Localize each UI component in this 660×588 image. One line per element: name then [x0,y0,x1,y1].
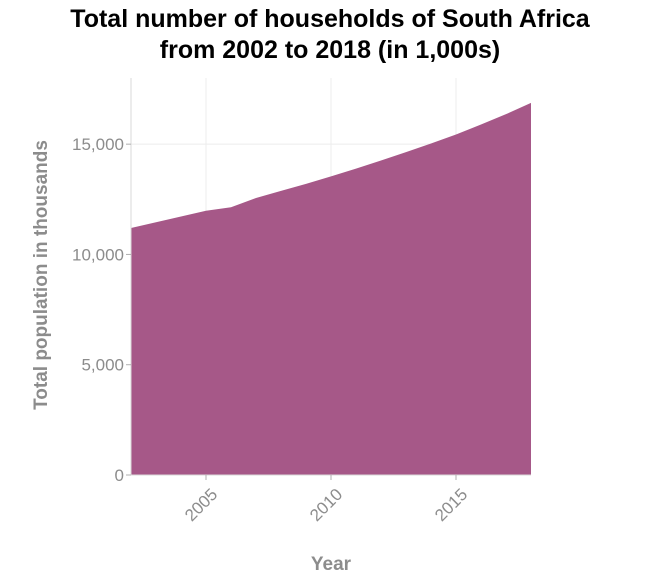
y-tick-label-1: 5,000 [81,356,124,375]
y-tick-label-2: 10,000 [72,245,124,264]
chart-title-line-2: from 2002 to 2018 (in 1,000s) [159,36,501,64]
area-series-0 [131,102,531,475]
chart-title-line-1: Total number of households of South Afri… [70,5,590,33]
x-tick-label-2: 2015 [431,485,471,525]
x-tick-label-1: 2010 [306,485,346,525]
x-axis-title: Year [310,554,352,575]
y-axis-title: Total population in thousands [31,140,52,410]
y-tick-label-0: 0 [115,466,124,485]
chart-title: Total number of households of South Afri… [0,4,660,66]
y-tick-label-3: 15,000 [72,135,124,154]
x-tick-label-0: 2005 [181,485,221,525]
